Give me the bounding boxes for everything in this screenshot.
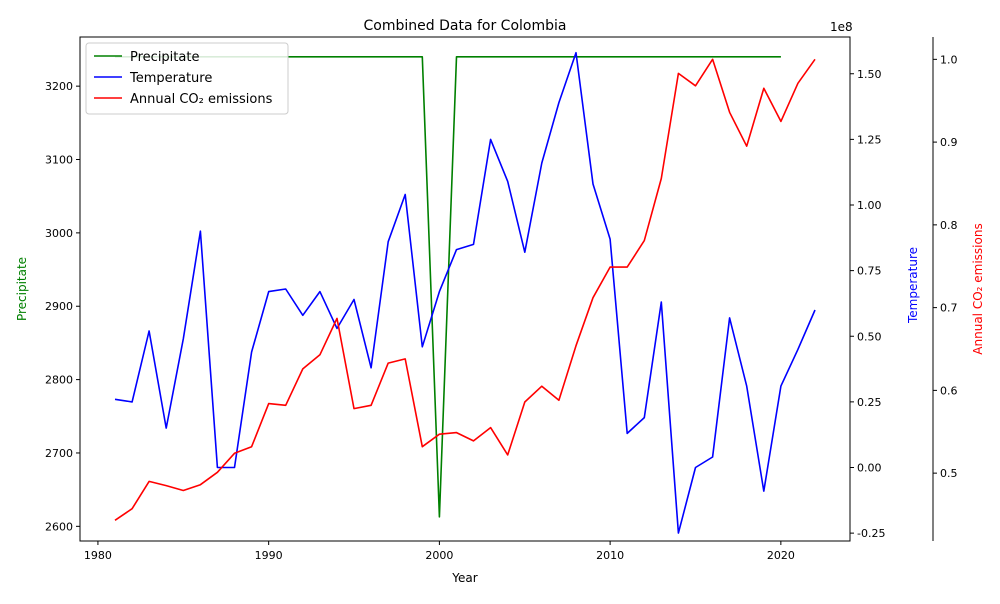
y-left-tick-label-3100: 3100 bbox=[45, 154, 73, 167]
y-right1-tick-label-3: 0.50 bbox=[857, 330, 882, 343]
x-tick-label-1990: 1990 bbox=[255, 549, 283, 562]
y-left-tick-label-3000: 3000 bbox=[45, 227, 73, 240]
y-right1-tick-label-5: 1.00 bbox=[857, 199, 882, 212]
legend-box bbox=[85, 42, 289, 115]
y-right2-tick-label-4: 0.9 bbox=[940, 136, 958, 149]
y-right2-tick-label-5: 1.0 bbox=[940, 53, 958, 66]
y-right1-tick-label-7: 1.50 bbox=[857, 68, 882, 81]
y-right2-tick-label-3: 0.8 bbox=[940, 219, 958, 232]
y-axis-right-co2-label: Annual CO₂ emissions bbox=[971, 223, 985, 354]
x-tick-label-2000: 2000 bbox=[425, 549, 453, 562]
x-tick-label-2020: 2020 bbox=[767, 549, 795, 562]
y-axis-right-co2: 0.5 0.6 0.7 0.8 0.9 1.0 bbox=[932, 37, 958, 541]
y-right1-tick-label-6: 1.25 bbox=[857, 133, 882, 146]
y-left-tick-label-3200: 3200 bbox=[45, 80, 73, 93]
x-tick-label-1980: 1980 bbox=[84, 549, 112, 562]
x-axis: 1980 1990 2000 2010 2020 bbox=[84, 541, 795, 562]
y-right2-tick-label-0: 0.5 bbox=[940, 467, 958, 480]
x-axis-label: Year bbox=[451, 571, 477, 585]
y-axis-right-temperature-offset: 1e8 bbox=[830, 20, 853, 34]
legend-label-co2: Annual CO₂ emissions bbox=[130, 92, 273, 107]
y-left-tick-label-2800: 2800 bbox=[45, 374, 73, 387]
series-line-1 bbox=[114, 51, 816, 534]
x-tick-label-2010: 2010 bbox=[596, 549, 624, 562]
legend: Precipitate Temperature Annual CO₂ emiss… bbox=[85, 42, 289, 115]
y-right2-tick-label-2: 0.7 bbox=[940, 302, 958, 315]
series-line-2 bbox=[114, 58, 816, 521]
y-right2-tick-label-1: 0.6 bbox=[940, 384, 958, 397]
y-axis-left-label: Precipitate bbox=[15, 257, 29, 321]
y-left-tick-label-2600: 2600 bbox=[45, 520, 73, 533]
y-right1-tick-label-1: 0.00 bbox=[857, 462, 882, 475]
y-left-tick-label-2900: 2900 bbox=[45, 300, 73, 313]
chart-title: Combined Data for Colombia bbox=[364, 18, 567, 34]
legend-label-precipitate: Precipitate bbox=[130, 50, 199, 65]
y-right1-tick-label-2: 0.25 bbox=[857, 396, 882, 409]
y-right1-tick-label-0: -0.25 bbox=[857, 527, 885, 540]
y-left-tick-label-2700: 2700 bbox=[45, 447, 73, 460]
plot-frame bbox=[79, 36, 851, 542]
legend-label-temperature: Temperature bbox=[129, 71, 212, 86]
y-right1-tick-label-4: 0.75 bbox=[857, 265, 882, 278]
y-axis-right-temperature-label: Temperature bbox=[906, 247, 920, 324]
y-axis-right-temperature: -0.25 0.00 0.25 0.50 0.75 1.00 1.25 1.50 bbox=[850, 68, 885, 540]
y-axis-left: 2600 2700 2800 2900 3000 3100 3200 bbox=[45, 80, 80, 533]
